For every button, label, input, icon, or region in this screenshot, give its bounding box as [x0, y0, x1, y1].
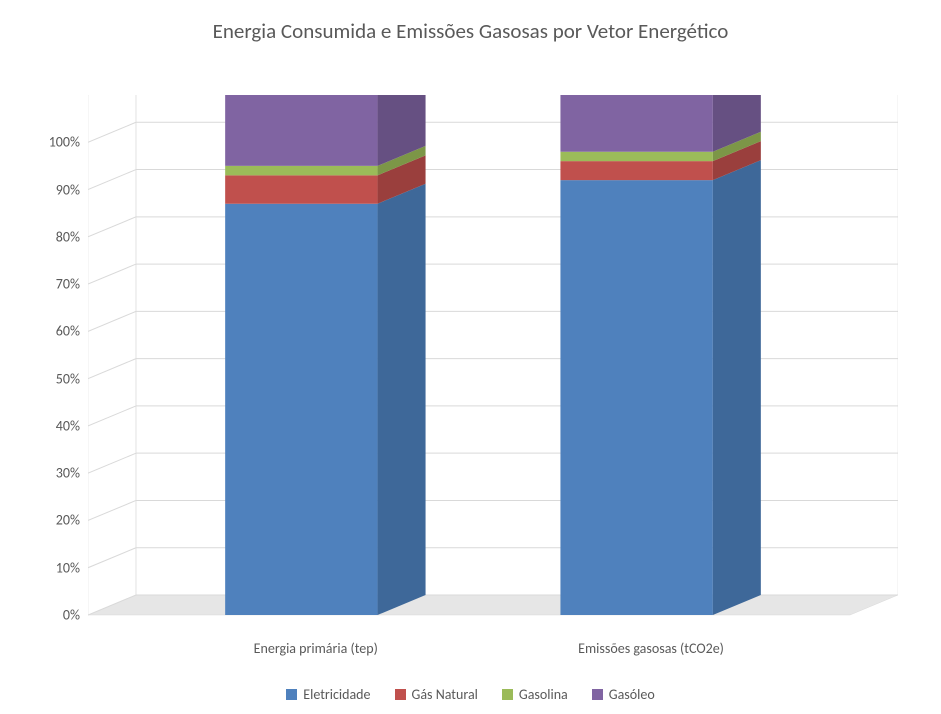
bars-svg — [88, 95, 898, 635]
bar-front — [560, 180, 712, 615]
bar-front — [560, 161, 712, 180]
bar-front — [560, 152, 712, 161]
bar-side — [713, 160, 761, 615]
bar-front — [225, 175, 377, 203]
bar-front — [560, 95, 712, 152]
bar-front — [225, 204, 377, 615]
legend-item: Gasolina — [502, 686, 568, 703]
plot-area — [88, 95, 898, 635]
legend-item: Eletricidade — [286, 686, 370, 703]
legend-label: Gasóleo — [609, 686, 655, 703]
x-tick-label: Energia primária (tep) — [254, 640, 378, 657]
legend-item: Gás Natural — [395, 686, 478, 703]
y-tick-label: 50% — [56, 370, 80, 387]
legend-swatch — [502, 689, 513, 700]
y-tick-label: 90% — [56, 181, 80, 198]
legend-item: Gasóleo — [592, 686, 655, 703]
y-tick-label: 30% — [56, 465, 80, 482]
legend-swatch — [395, 689, 406, 700]
y-tick-label: 20% — [56, 512, 80, 529]
chart-container: Energia Consumida e Emissões Gasosas por… — [0, 0, 941, 714]
bar-front — [225, 166, 377, 175]
y-tick-label: 0% — [63, 607, 80, 624]
x-tick-label: Emissões gasosas (tCO2e) — [578, 640, 724, 657]
y-tick-label: 60% — [56, 323, 80, 340]
legend: Eletricidade Gás Natural Gasolina Gasóleo — [0, 686, 941, 704]
legend-label: Eletricidade — [303, 686, 370, 703]
y-axis-labels: 0% 10% 20% 30% 40% 50% 60% 70% 80% 90% 100% — [20, 95, 80, 635]
y-tick-label: 10% — [56, 559, 80, 576]
y-tick-label: 100% — [49, 134, 80, 151]
chart-title: Energia Consumida e Emissões Gasosas por… — [0, 0, 941, 44]
bar-front — [225, 95, 377, 166]
y-tick-label: 70% — [56, 276, 80, 293]
legend-label: Gasolina — [519, 686, 568, 703]
legend-swatch — [592, 689, 603, 700]
y-tick-label: 40% — [56, 417, 80, 434]
y-tick-label: 80% — [56, 228, 80, 245]
bar-side — [378, 184, 426, 615]
legend-label: Gás Natural — [412, 686, 478, 703]
legend-swatch — [286, 689, 297, 700]
